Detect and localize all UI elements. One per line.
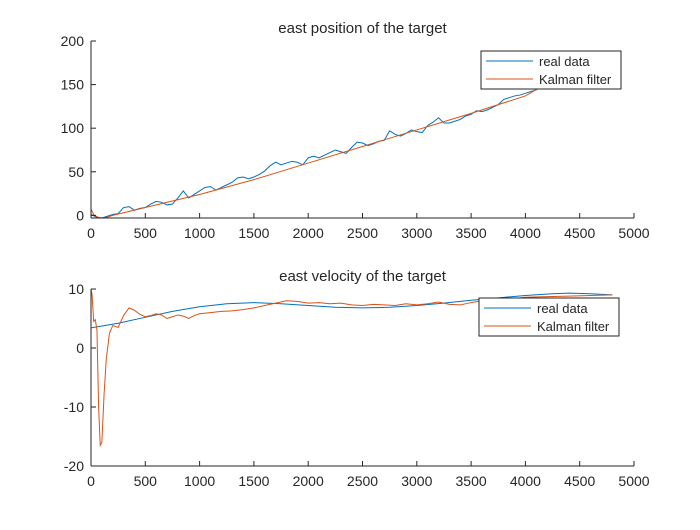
velocity-legend: real data Kalman filter bbox=[478, 297, 620, 337]
velocity-series-kalman-filter-line bbox=[91, 289, 613, 448]
position-x-tick-label: 500 bbox=[134, 225, 158, 241]
position-y-tick-label: 0 bbox=[76, 207, 84, 223]
position-x-tick-label: 1000 bbox=[184, 225, 215, 241]
position-y-tick-label: 100 bbox=[61, 120, 85, 136]
position-x-tick-label: 4500 bbox=[564, 225, 595, 241]
position-y-tick-label: 200 bbox=[61, 33, 85, 49]
velocity-x-tick-label: 500 bbox=[134, 473, 158, 489]
velocity-x-tick-label: 0 bbox=[87, 473, 95, 489]
position-legend: real data Kalman filter bbox=[480, 50, 622, 90]
velocity-x-tick-label: 3500 bbox=[456, 473, 487, 489]
position-x-tick-label: 1500 bbox=[238, 225, 269, 241]
position-x-tick-label: 4000 bbox=[510, 225, 541, 241]
velocity-y-tick-label: -10 bbox=[64, 399, 84, 415]
velocity-y-tick-label: 0 bbox=[76, 340, 84, 356]
velocity-legend-box bbox=[478, 297, 620, 337]
velocity-x-tick-label: 3000 bbox=[401, 473, 432, 489]
velocity-x-tick-label: 4500 bbox=[564, 473, 595, 489]
position-series-real-data-line bbox=[91, 85, 542, 218]
position-legend-box bbox=[480, 50, 622, 90]
position-y-tick-label: 150 bbox=[61, 77, 85, 93]
position-x-tick-label: 3500 bbox=[456, 225, 487, 241]
velocity-series-real-data-line bbox=[91, 292, 613, 329]
position-chart: 0 500 1000 1500 2000 2500 3000 3500 4000 4500 5000… bbox=[61, 20, 650, 241]
position-chart-title: east position of the target bbox=[278, 20, 447, 37]
position-legend-label-real-data: real data bbox=[539, 54, 590, 69]
velocity-x-tick-label: 4000 bbox=[510, 473, 541, 489]
position-x-tick-label: 0 bbox=[87, 225, 95, 241]
velocity-legend-label-kalman-filter: Kalman filter bbox=[537, 319, 610, 334]
velocity-y-tick-label: -20 bbox=[64, 458, 84, 474]
position-x-tick-label: 2500 bbox=[347, 225, 378, 241]
velocity-x-tick-label: 1500 bbox=[238, 473, 269, 489]
velocity-x-tick-label: 2500 bbox=[347, 473, 378, 489]
position-legend-label-kalman-filter: Kalman filter bbox=[539, 72, 612, 87]
position-y-tick-label: 50 bbox=[68, 164, 84, 180]
position-x-tick-label: 2000 bbox=[293, 225, 324, 241]
position-x-tick-label: 5000 bbox=[618, 225, 649, 241]
velocity-y-tick-label: 10 bbox=[68, 281, 84, 297]
velocity-chart: 0 500 1000 1500 2000 2500 3000 3500 4000 4500 5000… bbox=[64, 268, 650, 489]
velocity-legend-label-real-data: real data bbox=[537, 301, 588, 316]
velocity-x-tick-label: 2000 bbox=[293, 473, 324, 489]
velocity-x-tick-label: 5000 bbox=[618, 473, 649, 489]
position-x-tick-label: 3000 bbox=[401, 225, 432, 241]
velocity-chart-title: east velocity of the target bbox=[279, 268, 447, 285]
velocity-x-tick-label: 1000 bbox=[184, 473, 215, 489]
